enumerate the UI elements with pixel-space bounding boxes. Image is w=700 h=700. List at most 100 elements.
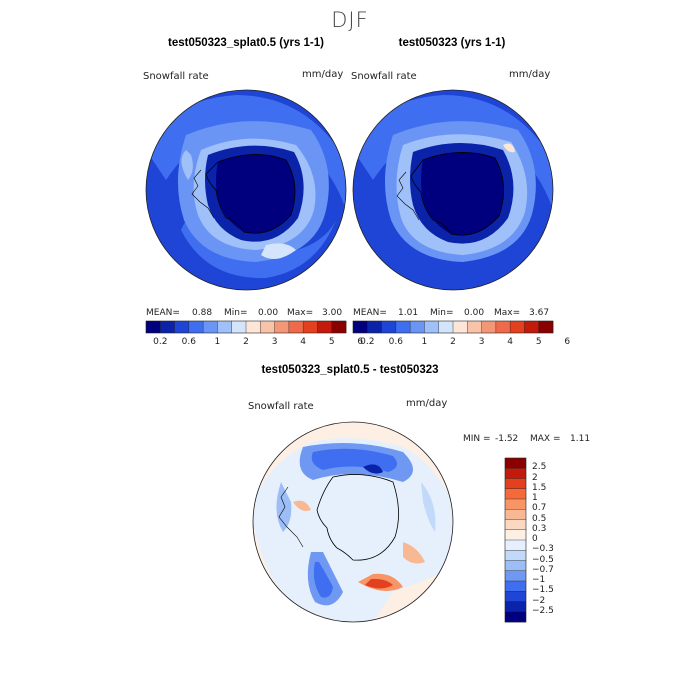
colorbar-tick-label: 0.2 [153,337,168,347]
colorbar-tick-label: 5 [328,337,335,347]
colorbar-swatch [146,321,161,333]
colorbar-level-label: 0.5 [532,513,547,524]
map1-variable-label: Snowfall rate [143,71,209,82]
colorbar-swatch [453,321,468,333]
colorbar-level-label: 1.5 [532,482,547,493]
map1-mean-value: 0.88 [192,308,213,318]
colorbar-swatch [505,499,526,510]
colorbar-tick-label: 5 [535,337,542,347]
colorbar-tick-label: 0.2 [360,337,375,347]
colorbar-swatch [381,321,397,333]
colorbar-tick-label: 1 [214,337,221,347]
colorbar-level-label: −0.5 [532,554,554,565]
colorbar-swatch [510,321,525,333]
colorbar-swatch [505,550,526,561]
map2-max-label: Max= [494,308,521,318]
colorbar-swatch [505,529,526,541]
colorbar-level-label: 2 [532,472,538,483]
diff-title: test050323_splat0.5 - test050323 [261,364,439,376]
map2-min-value: 0.00 [464,308,485,318]
colorbar-swatch [524,321,540,333]
colorbar-swatch [505,509,526,520]
diff-units-label: mm/day [406,398,448,409]
map2-variable-label: Snowfall rate [351,71,417,82]
colorbar-tick-label: 3 [478,337,485,347]
colorbar-tick-label: 0.6 [181,337,196,347]
colorbar-swatch [367,321,382,333]
colorbar-swatch [303,321,318,333]
map2-max-value: 3.67 [529,308,550,318]
colorbar-swatch [538,321,554,333]
colorbar-swatch [481,321,497,333]
map1-title: test050323_splat0.5 (yrs 1-1) [168,37,324,49]
map1-polar-map [145,89,347,291]
colorbar-swatch [505,581,526,592]
colorbar-swatch [331,321,347,333]
colorbar-swatch [467,321,482,333]
colorbar-swatch [495,321,511,333]
colorbar-tick-label: 3 [271,337,278,347]
colorbar-swatch [274,321,290,333]
colorbar-swatch [288,321,304,333]
colorbar-swatch [203,321,218,333]
colorbar-level-label: 2.5 [532,462,547,473]
colorbar-tick-label: 6 [357,337,364,347]
colorbar-swatch [246,321,261,333]
colorbar-level-label: 1 [532,493,538,503]
map2-colorbar [352,320,554,334]
colorbar-level-label: 0.3 [532,523,547,534]
map2-min-label: Min= [430,308,454,318]
map2-mean-value: 1.01 [398,308,419,318]
colorbar-level-label: −2.5 [532,605,554,616]
colorbar-swatch [505,468,526,479]
colorbar-swatch [505,519,526,531]
colorbar-swatch [410,321,425,333]
colorbar-swatch [505,478,526,490]
colorbar-swatch [317,321,333,333]
colorbar-outline [504,457,527,623]
map1-max-value: 3.00 [322,308,343,318]
map1-units-label: mm/day [302,69,344,80]
colorbar-tick-label: 1 [421,337,428,347]
colorbar-swatch [260,321,275,333]
season-title: DJF [331,8,369,32]
map2-units-label: mm/day [509,69,551,80]
colorbar-swatch [505,601,526,613]
map1-max-label: Max= [287,308,314,318]
diff-min-label: MIN = [463,434,491,444]
map2-polar-map [352,89,554,291]
colorbar-tick-label: 6 [564,337,571,347]
colorbar-tick-label: 2 [243,337,249,347]
diff-variable-label: Snowfall rate [248,401,314,412]
colorbar-tick-label: 2 [450,337,456,347]
colorbar-tick-label: 4 [300,337,306,347]
colorbar-swatch [188,321,204,333]
colorbar-swatch [505,560,526,572]
diff-max-label: MAX = [530,434,561,444]
colorbar-swatch [174,321,190,333]
map2-mean-label: MEAN= [353,308,387,318]
colorbar-swatch [505,458,526,469]
diff-max-value: 1.11 [570,434,591,444]
colorbar-level-label: 0 [532,534,538,544]
colorbar-swatch [395,321,411,333]
map1-colorbar [145,320,347,334]
colorbar-swatch [505,488,526,500]
map1-mean-label: MEAN= [146,308,180,318]
colorbar-tick-label: 4 [507,337,513,347]
colorbar-level-label: 0.7 [532,503,547,514]
map2-title: test050323 (yrs 1-1) [398,37,506,49]
diff-min-value: -1.52 [495,434,519,444]
colorbar-swatch [505,540,526,551]
colorbar-swatch [231,321,247,333]
colorbar-swatch [505,611,526,623]
map1-min-label: Min= [224,308,248,318]
colorbar-swatch [217,321,233,333]
colorbar-swatch [353,321,368,333]
colorbar-level-label: −0.3 [532,544,554,555]
diff-polar-map [252,421,454,623]
colorbar-level-label: −2 [532,595,546,606]
colorbar-swatch [438,321,454,333]
map1-min-value: 0.00 [258,308,279,318]
colorbar-level-label: −1 [532,575,546,585]
